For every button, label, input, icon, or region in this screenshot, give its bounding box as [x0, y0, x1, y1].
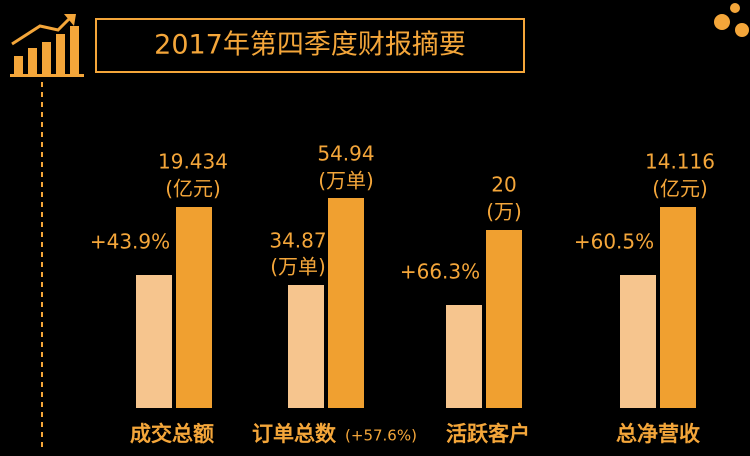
bar-previous — [446, 305, 482, 408]
bar-current — [176, 207, 212, 408]
bar-current — [660, 207, 696, 408]
title-box — [95, 18, 525, 73]
bar-previous — [288, 285, 324, 408]
current-unit: (亿元) — [652, 177, 708, 201]
current-unit: (万) — [486, 200, 522, 224]
current-unit: (万单) — [318, 169, 374, 193]
group-label: 订单总数 — [252, 422, 337, 446]
coins — [714, 3, 749, 37]
growth-label: +60.5% — [574, 230, 654, 254]
group-note: (+57.6%) — [345, 427, 417, 445]
title: 2017年第四季度财报摘要 — [154, 30, 466, 61]
bar-previous — [620, 275, 656, 408]
current-value: 14.116 — [645, 150, 715, 174]
bar-current — [486, 230, 522, 408]
group-label: 活跃客户 — [446, 422, 530, 446]
bar-current — [328, 198, 364, 408]
current-unit: (亿元) — [165, 177, 221, 201]
growth-label: +43.9% — [90, 230, 170, 254]
group-label: 总净营收 — [616, 422, 700, 446]
bar-previous — [136, 275, 172, 408]
growth-label: +66.3% — [400, 260, 480, 284]
current-value: 20 — [491, 173, 516, 197]
group-label: 成交总额 — [130, 422, 214, 446]
current-value: 19.434 — [158, 150, 228, 174]
previous-unit: (万单) — [270, 255, 326, 279]
chart-icon — [10, 14, 84, 77]
previous-value: 34.87 — [269, 229, 326, 253]
current-value: 54.94 — [317, 142, 374, 166]
